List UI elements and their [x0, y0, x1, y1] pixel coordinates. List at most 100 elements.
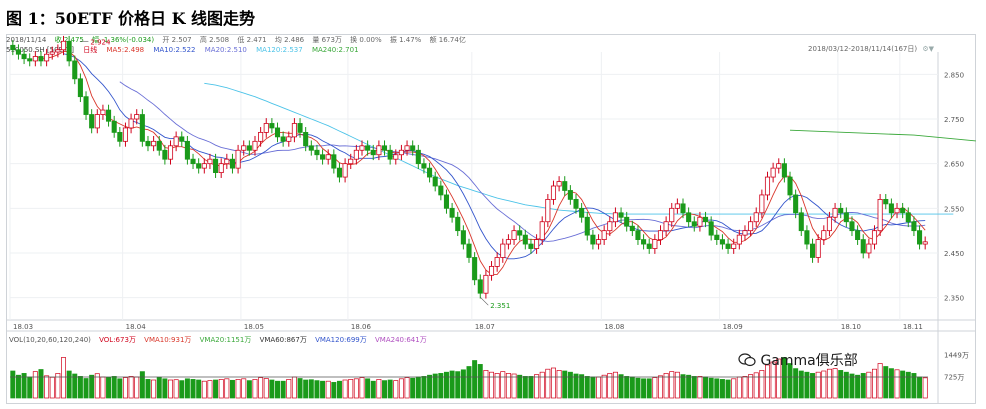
candle-body	[156, 140, 162, 151]
candle-body	[173, 136, 179, 147]
y-tick-label: 2.850	[944, 71, 964, 79]
volume-bar	[601, 374, 607, 399]
legend-ma240: MA240:2.701	[311, 46, 359, 54]
volume-bar	[900, 370, 906, 399]
candle-body	[680, 203, 686, 214]
volume-bar	[55, 373, 61, 399]
candle-body	[810, 243, 816, 258]
annotation-label: 2.924	[90, 38, 111, 46]
volume-bar	[517, 374, 523, 399]
volume-bar	[201, 380, 207, 399]
y-tick-label: 2.450	[944, 250, 964, 258]
ma10-line	[63, 53, 926, 260]
volume-bar	[427, 374, 433, 399]
volume-bar	[573, 373, 579, 399]
candle-body	[821, 230, 827, 241]
volume-axis-label: 725万	[944, 373, 964, 381]
volume-bar	[883, 366, 889, 399]
watermark-text: Gamma俱乐部	[760, 353, 858, 369]
candle-body	[725, 243, 731, 249]
price-grid	[7, 52, 976, 403]
volume-axis-label: 1449万	[944, 352, 969, 360]
candle-body	[314, 149, 320, 156]
volume-bar	[641, 378, 647, 399]
candle-body	[702, 216, 709, 223]
volume-bar	[376, 379, 382, 399]
candle-body	[376, 145, 382, 156]
candle-body	[595, 239, 602, 245]
annotation-label: 2.351	[490, 302, 510, 310]
volume-bar	[128, 376, 134, 399]
candle-body	[849, 221, 855, 232]
volume-bar	[252, 379, 258, 399]
volume-bar	[134, 376, 140, 399]
volume-bar	[748, 374, 754, 399]
legend-period: 日线	[83, 46, 98, 54]
candle-body	[534, 239, 540, 249]
y-tick-label: 2.750	[944, 116, 964, 124]
volume-bar	[821, 370, 827, 399]
x-tick-label: 18.05	[244, 323, 264, 331]
volume-bar	[500, 371, 506, 399]
quote-date: 2018/11/14	[6, 36, 47, 44]
volume-bar	[10, 370, 16, 399]
candle-body	[477, 279, 483, 294]
ma240-group	[789, 129, 976, 142]
volume-bar	[122, 377, 128, 399]
volume-bar	[320, 380, 326, 399]
volume-bar	[759, 370, 765, 399]
volume-bar	[162, 378, 168, 399]
candle-body	[387, 149, 393, 160]
volume-bar	[179, 380, 185, 399]
volume-bar	[826, 368, 832, 399]
volume-bar	[618, 374, 624, 399]
ma5-line	[35, 51, 926, 275]
candle-body	[162, 149, 168, 160]
volume-bar	[218, 379, 224, 399]
candle-body	[917, 230, 923, 245]
candle-body	[370, 149, 376, 156]
candle-body	[139, 114, 145, 142]
candle-body	[258, 131, 264, 142]
candle-body	[280, 136, 286, 142]
vol-legend-vma60: VMA60:867万	[259, 336, 307, 344]
candle-body	[697, 216, 703, 227]
volume-bar	[229, 379, 235, 399]
candle-body	[38, 56, 44, 62]
volume-bar	[370, 380, 376, 399]
candle-body	[657, 230, 664, 241]
volume-bar	[49, 376, 55, 399]
volume-bar	[832, 368, 838, 399]
candle-body	[393, 154, 399, 160]
range-settings-icon[interactable]: ⚙▼	[922, 45, 934, 53]
volume-bar	[719, 379, 725, 399]
volume-bar	[804, 371, 810, 399]
candle-body	[793, 194, 799, 214]
candle-body	[641, 239, 647, 245]
candle-body	[691, 221, 697, 227]
volume-bar	[584, 376, 590, 399]
volume-bar	[843, 371, 849, 399]
candle-body	[190, 158, 196, 165]
volume-bar	[669, 371, 675, 399]
volume-bar	[365, 378, 371, 399]
candle-body	[235, 149, 241, 169]
volume-bar	[781, 357, 787, 399]
volume-bar	[855, 374, 861, 399]
volume-bar	[731, 378, 737, 399]
range-bar[interactable]: 2018/03/12-2018/11/14(167日) ⚙▼	[808, 44, 934, 54]
candle-body	[601, 230, 607, 241]
candle-body	[218, 163, 224, 174]
quote-amplitude: 振 1.47%	[389, 36, 422, 44]
volume-bar	[72, 373, 78, 399]
volume-bar	[917, 376, 923, 399]
volume-bar	[32, 371, 38, 399]
volume-bar	[196, 379, 202, 399]
volume-bar	[686, 374, 692, 399]
volume-bar	[596, 376, 602, 399]
candle-body	[196, 163, 202, 169]
x-tick-label: 18.10	[841, 323, 861, 331]
candle-body	[27, 58, 33, 62]
candle-body	[269, 123, 275, 129]
